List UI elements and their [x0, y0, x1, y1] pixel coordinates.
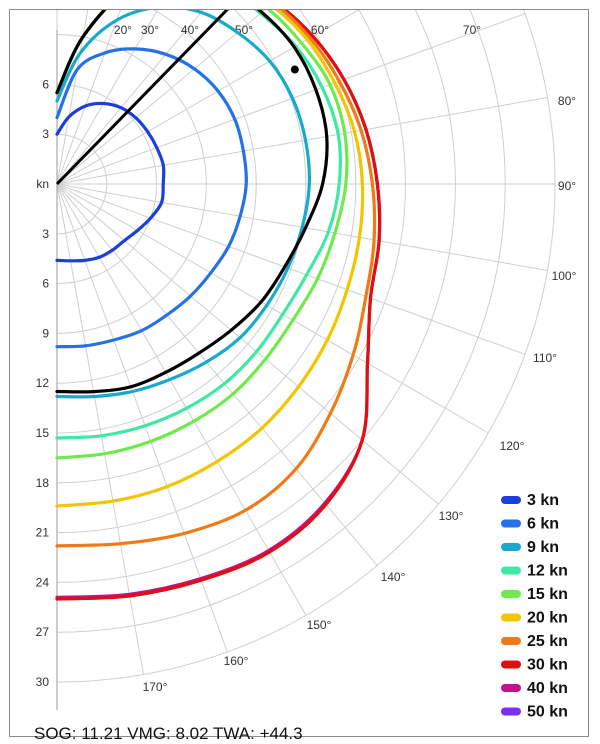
radial-tick-label: 21: [36, 526, 50, 540]
series-line-20-kn: [55, 10, 365, 508]
vmg-value: 8.02: [175, 724, 209, 743]
status-readout: SOG: 11.21 VMG: 8.02 TWA: +44.3: [34, 724, 303, 744]
radial-tick-labels: 3 6 kn 3 6 9 12 15 18 21 24 27 30: [36, 77, 50, 689]
series-line-9-kn: [55, 10, 312, 399]
series-line-3-kn: [55, 101, 166, 263]
polar-chart: 3 6 kn 3 6 9 12 15 18 21 24 27 30 20° 30° 40° 50° 60° 70°…: [36, 10, 577, 721]
angle-tick-label: 130°: [439, 509, 464, 523]
radial-tick-label: 6: [42, 277, 49, 291]
series-line-25-kn: [55, 10, 377, 548]
legend-swatch: [501, 637, 521, 645]
angle-tick-label: 150°: [307, 618, 332, 632]
legend-swatch: [501, 519, 521, 528]
angle-tick-label: 160°: [224, 654, 249, 668]
radial-tick-label: 6: [42, 77, 49, 91]
legend-swatch: [501, 543, 521, 551]
angle-tick-label: 80°: [558, 94, 576, 108]
radial-grid: [56, 10, 556, 683]
angle-tick-label: 140°: [381, 570, 406, 584]
legend-swatch: [501, 684, 521, 692]
legend-label: 6 kn: [527, 516, 559, 533]
series-line-30-kn: [55, 10, 382, 601]
grid-ray: [56, 183, 439, 505]
radial-unit-label: kn: [36, 177, 49, 191]
legend-label: 25 kn: [527, 633, 568, 650]
grid-ray: [56, 183, 378, 566]
angle-tick-label: 170°: [143, 680, 168, 694]
radial-tick-label: 24: [36, 575, 50, 589]
grid-ray: [56, 183, 489, 434]
angle-tick-label: 50°: [235, 23, 253, 37]
legend-label: 50 kn: [527, 704, 568, 721]
legend: 3 kn 6 kn 9 kn 12 kn 15 kn 20 kn 25 kn 30 kn 40 …: [501, 492, 568, 721]
legend-label: 9 kn: [527, 539, 559, 556]
grid-ray: [56, 10, 89, 185]
grid-ray: [56, 183, 307, 616]
grid-ray: [56, 10, 266, 185]
angle-tick-labels: 20° 30° 40° 50° 60° 70° 80° 90° 100° 110° 120° 130°…: [114, 23, 577, 694]
angle-tick-label: 100°: [552, 269, 577, 283]
angle-tick-label: 120°: [500, 439, 525, 453]
angle-tick-label: 30°: [141, 23, 159, 37]
series-line-15-kn: [55, 10, 349, 460]
angle-tick-label: 70°: [463, 23, 481, 37]
grid-ray: [56, 183, 144, 675]
grid-ray: [56, 183, 526, 355]
grid-ray: [56, 10, 204, 185]
angle-tick-label: 40°: [181, 23, 199, 37]
legend-swatch: [501, 660, 521, 669]
angle-tick-label: 110°: [533, 351, 557, 365]
grid-ring: [56, 10, 556, 683]
grid-ray: [56, 13, 526, 185]
current-overlay: [55, 10, 329, 394]
legend-swatch: [501, 566, 521, 575]
legend-swatch: [501, 707, 521, 716]
legend-label: 40 kn: [527, 680, 568, 697]
radial-tick-label: 30: [36, 675, 50, 689]
angle-tick-label: 20°: [114, 23, 132, 37]
angle-tick-label: 60°: [311, 23, 329, 37]
grid-ray: [56, 10, 360, 185]
legend-swatch: [501, 613, 521, 622]
legend-swatch: [501, 496, 521, 504]
grid-ring: [56, 10, 456, 583]
legend-swatch: [501, 590, 521, 598]
grid-ray: [56, 97, 548, 185]
current-wind-curve: [55, 10, 329, 394]
twa-line: [55, 10, 229, 186]
polar-chart-frame: 3 6 kn 3 6 9 12 15 18 21 24 27 30 20° 30° 40° 50° 60° 70°…: [9, 9, 589, 743]
series-line-6-kn: [55, 47, 248, 349]
legend-label: 15 kn: [527, 586, 568, 603]
legend-label: 12 kn: [527, 563, 568, 580]
legend-label: 30 kn: [527, 657, 568, 674]
twa-value: +44.3: [259, 724, 303, 743]
vmg-label: VMG:: [127, 724, 171, 743]
polar-curves: [55, 10, 382, 601]
twa-label: TWA:: [212, 724, 255, 743]
radial-tick-label: 3: [42, 127, 49, 141]
grid-ray: [56, 183, 228, 653]
sog-value: 11.21: [81, 724, 123, 743]
series-line-12-kn: [55, 10, 342, 440]
grid-ray: [56, 10, 159, 185]
legend-label: 20 kn: [527, 610, 568, 627]
angle-tick-label: 90°: [558, 179, 576, 193]
radial-tick-label: 18: [36, 476, 50, 490]
radial-tick-label: 15: [36, 426, 50, 440]
radial-tick-label: 3: [42, 227, 49, 241]
sog-label: SOG:: [34, 724, 77, 743]
radial-tick-label: 27: [36, 625, 50, 639]
radial-tick-label: 9: [42, 326, 49, 340]
current-point: [290, 65, 299, 74]
legend-label: 3 kn: [527, 492, 559, 509]
radial-tick-label: 12: [36, 376, 50, 390]
